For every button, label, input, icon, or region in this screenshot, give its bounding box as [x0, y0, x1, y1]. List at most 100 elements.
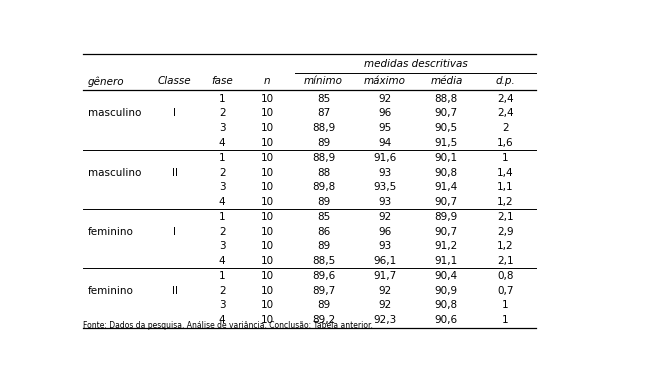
Text: 89: 89	[317, 300, 330, 311]
Text: 4: 4	[219, 256, 225, 266]
Text: 2: 2	[219, 227, 225, 237]
Text: 3: 3	[219, 241, 225, 251]
Text: 0,8: 0,8	[497, 271, 514, 281]
Text: 2: 2	[502, 123, 508, 133]
Text: 10: 10	[260, 212, 274, 222]
Text: 1: 1	[502, 315, 508, 325]
Text: 92: 92	[378, 94, 391, 104]
Text: 89,9: 89,9	[435, 212, 458, 222]
Text: 1,6: 1,6	[497, 138, 514, 148]
Text: 90,9: 90,9	[435, 286, 458, 296]
Text: 3: 3	[219, 123, 225, 133]
Text: 2,1: 2,1	[497, 212, 514, 222]
Text: 89: 89	[317, 197, 330, 207]
Text: 96: 96	[378, 227, 391, 237]
Text: 10: 10	[260, 286, 274, 296]
Text: 2,9: 2,9	[497, 227, 514, 237]
Text: média: média	[430, 76, 463, 86]
Text: 10: 10	[260, 315, 274, 325]
Text: 93: 93	[378, 197, 391, 207]
Text: 2: 2	[219, 168, 225, 177]
Text: d.p.: d.p.	[495, 76, 515, 86]
Text: 89,8: 89,8	[312, 182, 335, 192]
Text: 91,5: 91,5	[435, 138, 458, 148]
Text: 91,2: 91,2	[435, 241, 458, 251]
Text: 90,1: 90,1	[435, 153, 458, 163]
Text: 91,4: 91,4	[435, 182, 458, 192]
Text: 88: 88	[317, 168, 330, 177]
Text: 10: 10	[260, 138, 274, 148]
Text: 85: 85	[317, 212, 330, 222]
Text: 2,1: 2,1	[497, 256, 514, 266]
Text: 10: 10	[260, 153, 274, 163]
Text: 89,2: 89,2	[312, 315, 335, 325]
Text: 1: 1	[219, 271, 225, 281]
Text: Classe: Classe	[158, 76, 192, 86]
Text: 3: 3	[219, 182, 225, 192]
Text: 4: 4	[219, 315, 225, 325]
Text: 1: 1	[219, 212, 225, 222]
Text: 89: 89	[317, 138, 330, 148]
Text: 2: 2	[219, 286, 225, 296]
Text: 90,4: 90,4	[435, 271, 458, 281]
Text: 1: 1	[219, 94, 225, 104]
Text: I: I	[173, 227, 176, 237]
Text: 10: 10	[260, 108, 274, 118]
Text: 96: 96	[378, 108, 391, 118]
Text: 2,4: 2,4	[497, 108, 514, 118]
Text: 10: 10	[260, 197, 274, 207]
Text: 87: 87	[317, 108, 330, 118]
Text: 1: 1	[219, 153, 225, 163]
Text: 85: 85	[317, 94, 330, 104]
Text: II: II	[172, 168, 178, 177]
Text: n: n	[264, 76, 270, 86]
Text: 88,9: 88,9	[312, 153, 335, 163]
Text: 10: 10	[260, 168, 274, 177]
Text: 10: 10	[260, 94, 274, 104]
Text: 90,7: 90,7	[435, 108, 458, 118]
Text: 91,7: 91,7	[373, 271, 397, 281]
Text: masculino: masculino	[88, 168, 141, 177]
Text: 93: 93	[378, 241, 391, 251]
Text: 3: 3	[219, 300, 225, 311]
Text: 89,7: 89,7	[312, 286, 335, 296]
Text: 4: 4	[219, 138, 225, 148]
Text: 0,7: 0,7	[497, 286, 514, 296]
Text: 91,6: 91,6	[373, 153, 397, 163]
Text: 10: 10	[260, 182, 274, 192]
Text: 90,6: 90,6	[435, 315, 458, 325]
Text: 92: 92	[378, 212, 391, 222]
Text: 10: 10	[260, 271, 274, 281]
Text: 1: 1	[502, 153, 508, 163]
Text: mínimo: mínimo	[304, 76, 343, 86]
Text: gênero: gênero	[88, 76, 124, 86]
Text: 93,5: 93,5	[373, 182, 397, 192]
Text: 94: 94	[378, 138, 391, 148]
Text: 89: 89	[317, 241, 330, 251]
Text: medidas descritivas: medidas descritivas	[364, 59, 467, 69]
Text: 90,7: 90,7	[435, 227, 458, 237]
Text: 96,1: 96,1	[373, 256, 397, 266]
Text: 10: 10	[260, 241, 274, 251]
Text: 4: 4	[219, 197, 225, 207]
Text: 92,3: 92,3	[373, 315, 397, 325]
Text: 88,5: 88,5	[312, 256, 335, 266]
Text: 10: 10	[260, 256, 274, 266]
Text: masculino: masculino	[88, 108, 141, 118]
Text: 90,7: 90,7	[435, 197, 458, 207]
Text: 10: 10	[260, 300, 274, 311]
Text: 90,8: 90,8	[435, 168, 458, 177]
Text: 90,8: 90,8	[435, 300, 458, 311]
Text: 92: 92	[378, 300, 391, 311]
Text: 92: 92	[378, 286, 391, 296]
Text: 91,1: 91,1	[435, 256, 458, 266]
Text: 93: 93	[378, 168, 391, 177]
Text: I: I	[173, 108, 176, 118]
Text: II: II	[172, 286, 178, 296]
Text: 1,4: 1,4	[497, 168, 514, 177]
Text: 10: 10	[260, 227, 274, 237]
Text: 90,5: 90,5	[435, 123, 458, 133]
Text: 88,8: 88,8	[435, 94, 458, 104]
Text: 89,6: 89,6	[312, 271, 335, 281]
Text: Fonte: Dados da pesquisa. Análise de variância. Conclusão: Tabela anterior.: Fonte: Dados da pesquisa. Análise de var…	[83, 321, 373, 330]
